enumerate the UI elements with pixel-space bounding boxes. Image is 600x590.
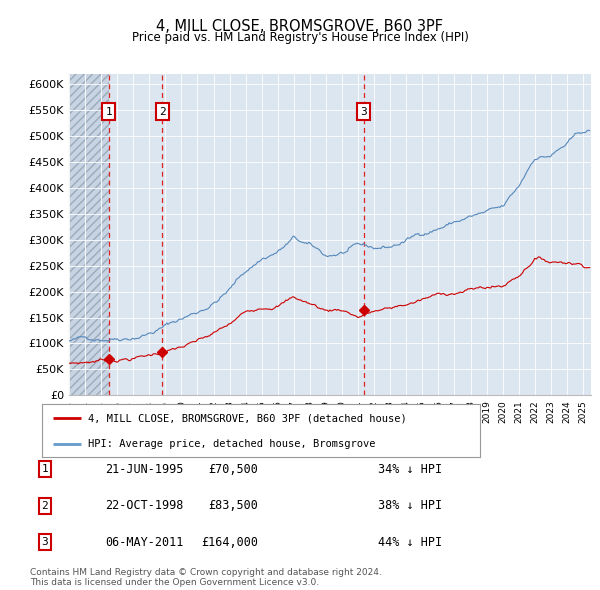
Text: 3: 3: [360, 107, 367, 117]
Text: 22-OCT-1998: 22-OCT-1998: [105, 499, 184, 512]
Bar: [69, 74, 109, 395]
Text: £70,500: £70,500: [208, 463, 258, 476]
Text: 3: 3: [41, 537, 49, 547]
Text: Price paid vs. HM Land Registry's House Price Index (HPI): Price paid vs. HM Land Registry's House …: [131, 31, 469, 44]
Text: 4, MILL CLOSE, BROMSGROVE, B60 3PF: 4, MILL CLOSE, BROMSGROVE, B60 3PF: [157, 19, 443, 34]
Text: 34% ↓ HPI: 34% ↓ HPI: [378, 463, 442, 476]
Text: 21-JUN-1995: 21-JUN-1995: [105, 463, 184, 476]
Text: £164,000: £164,000: [201, 536, 258, 549]
Text: Contains HM Land Registry data © Crown copyright and database right 2024.
This d: Contains HM Land Registry data © Crown c…: [30, 568, 382, 587]
Text: HPI: Average price, detached house, Bromsgrove: HPI: Average price, detached house, Brom…: [88, 439, 376, 449]
Bar: [69, 74, 109, 395]
Text: 1: 1: [105, 107, 112, 117]
Text: £83,500: £83,500: [208, 499, 258, 512]
Text: 2: 2: [41, 501, 49, 510]
Text: 06-MAY-2011: 06-MAY-2011: [105, 536, 184, 549]
Text: 1: 1: [41, 464, 49, 474]
Bar: [109, 74, 163, 395]
Text: 4, MILL CLOSE, BROMSGROVE, B60 3PF (detached house): 4, MILL CLOSE, BROMSGROVE, B60 3PF (deta…: [88, 414, 407, 424]
Text: 44% ↓ HPI: 44% ↓ HPI: [378, 536, 442, 549]
Text: 2: 2: [159, 107, 166, 117]
Text: 38% ↓ HPI: 38% ↓ HPI: [378, 499, 442, 512]
